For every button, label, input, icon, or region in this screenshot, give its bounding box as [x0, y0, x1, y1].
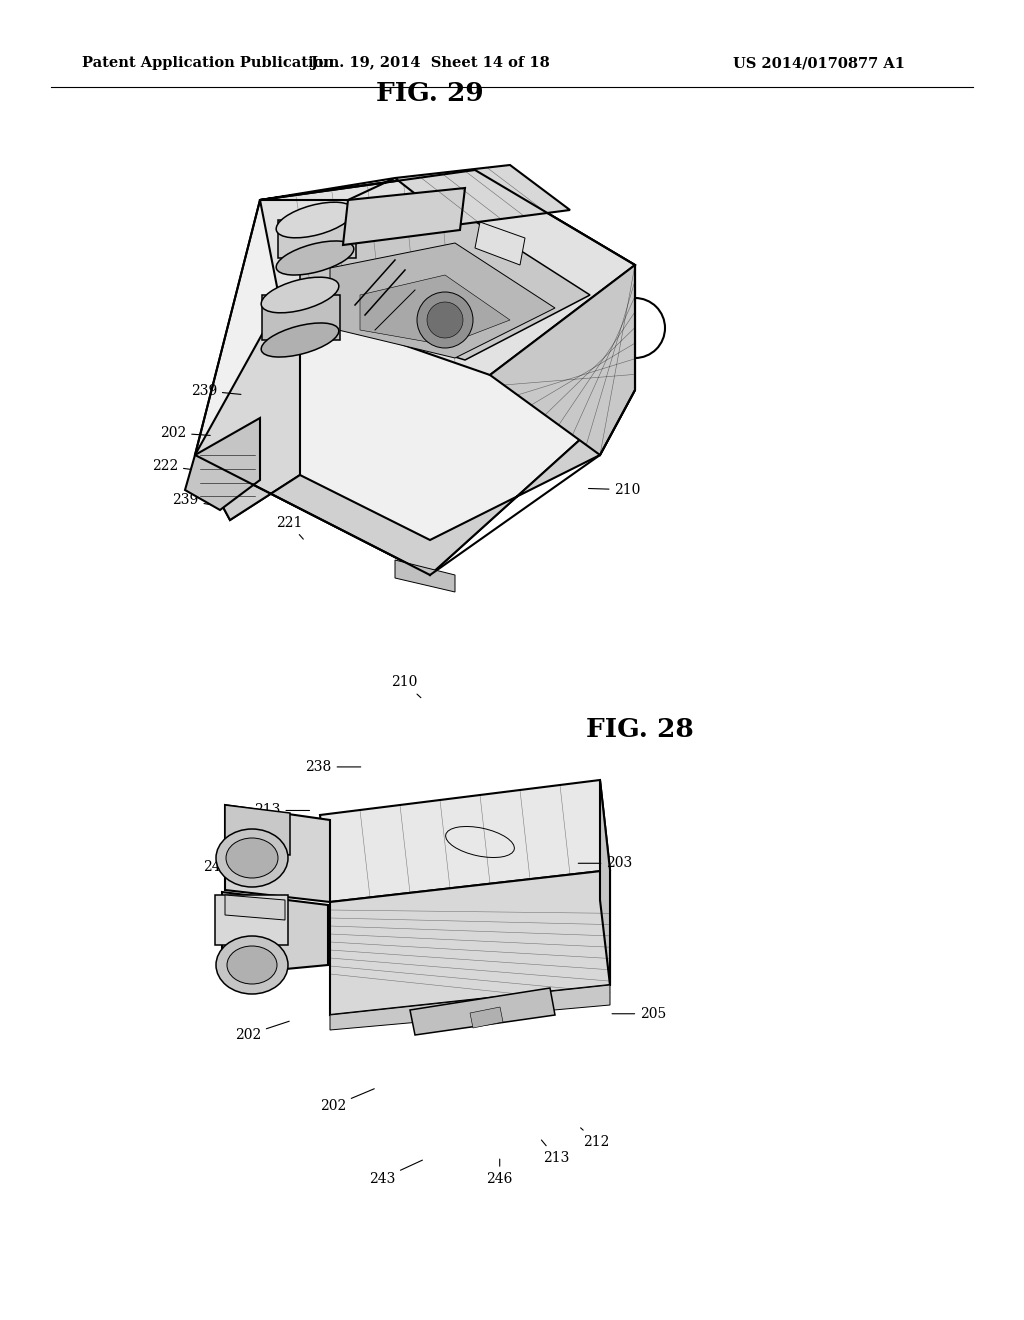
Text: 222: 222	[152, 459, 202, 473]
Polygon shape	[260, 170, 635, 375]
Text: 203: 203	[579, 857, 633, 870]
Polygon shape	[470, 1007, 503, 1028]
Ellipse shape	[276, 242, 354, 275]
Polygon shape	[185, 418, 260, 510]
Polygon shape	[195, 170, 635, 576]
Polygon shape	[410, 987, 555, 1035]
Ellipse shape	[216, 829, 288, 887]
Polygon shape	[225, 805, 290, 855]
Polygon shape	[195, 302, 300, 520]
Ellipse shape	[276, 202, 354, 238]
Polygon shape	[262, 294, 340, 341]
Text: 243: 243	[226, 962, 282, 975]
Polygon shape	[330, 985, 610, 1030]
Ellipse shape	[216, 936, 288, 994]
Text: FIG. 29: FIG. 29	[376, 82, 484, 106]
Polygon shape	[225, 895, 285, 920]
Text: FIG. 28: FIG. 28	[586, 718, 694, 742]
Text: 213: 213	[254, 804, 309, 817]
Polygon shape	[330, 870, 610, 1015]
Polygon shape	[475, 222, 525, 265]
Polygon shape	[343, 187, 465, 246]
Text: 238: 238	[305, 760, 360, 774]
Polygon shape	[490, 265, 635, 455]
Polygon shape	[330, 243, 555, 358]
Polygon shape	[600, 780, 610, 985]
Text: 210: 210	[589, 483, 641, 496]
Text: 212: 212	[581, 1127, 609, 1148]
Polygon shape	[395, 560, 455, 591]
Text: 210: 210	[391, 676, 421, 698]
Text: Jun. 19, 2014  Sheet 14 of 18: Jun. 19, 2014 Sheet 14 of 18	[310, 57, 550, 70]
Polygon shape	[360, 275, 510, 345]
Polygon shape	[395, 165, 570, 224]
Polygon shape	[319, 780, 610, 902]
Polygon shape	[222, 892, 328, 975]
Text: 244: 244	[216, 917, 271, 931]
Text: 246: 246	[486, 1159, 513, 1185]
Ellipse shape	[261, 277, 339, 313]
Text: 213: 213	[542, 1140, 569, 1164]
Text: 243: 243	[369, 1160, 423, 1185]
Circle shape	[417, 292, 473, 348]
Polygon shape	[278, 220, 356, 257]
Text: 202: 202	[160, 426, 210, 440]
Text: 248: 248	[203, 861, 258, 874]
Text: 221: 221	[275, 516, 303, 539]
Text: 205: 205	[612, 1007, 667, 1020]
Text: Patent Application Publication: Patent Application Publication	[82, 57, 334, 70]
Ellipse shape	[226, 838, 278, 878]
Polygon shape	[300, 215, 590, 360]
Text: 239: 239	[172, 494, 220, 507]
Text: 239: 239	[190, 384, 241, 397]
Text: 202: 202	[319, 1089, 374, 1113]
Ellipse shape	[227, 946, 278, 983]
Text: 202: 202	[234, 1022, 289, 1041]
Polygon shape	[195, 389, 635, 576]
Polygon shape	[215, 895, 288, 945]
Ellipse shape	[261, 323, 339, 356]
Text: 247: 247	[332, 313, 358, 334]
Circle shape	[427, 302, 463, 338]
Text: US 2014/0170877 A1: US 2014/0170877 A1	[733, 57, 905, 70]
Polygon shape	[225, 805, 330, 902]
